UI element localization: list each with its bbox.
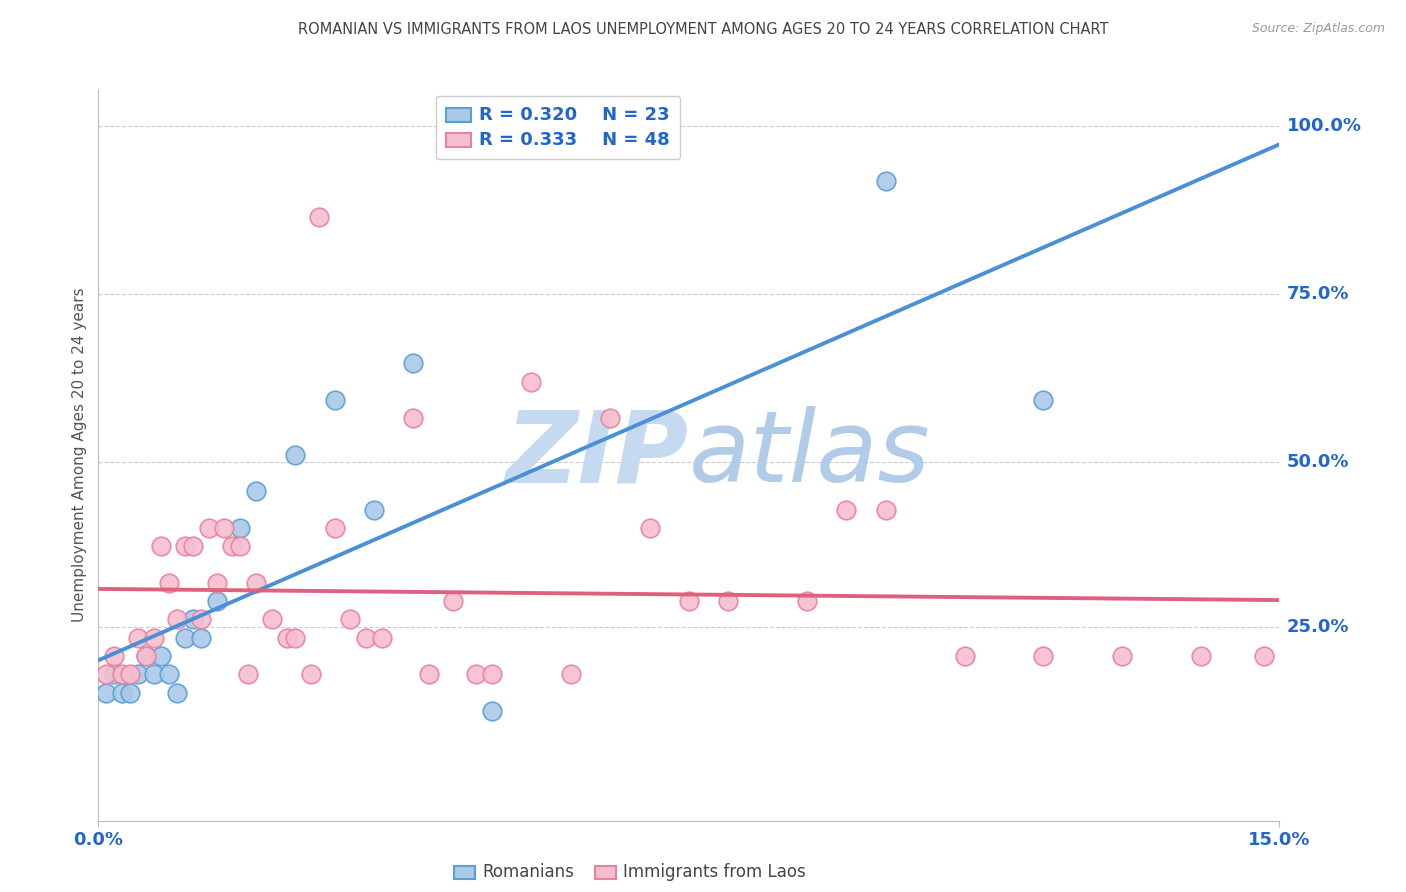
Point <box>678 594 700 608</box>
Point <box>599 411 621 425</box>
Text: Source: ZipAtlas.com: Source: ZipAtlas.com <box>1251 22 1385 36</box>
Point <box>402 356 425 371</box>
Point <box>174 631 197 645</box>
Point <box>229 539 252 553</box>
Point <box>174 539 197 553</box>
Point <box>166 613 188 627</box>
Point <box>190 631 212 645</box>
Point <box>284 448 307 462</box>
Point <box>135 649 157 664</box>
Text: 25.0%: 25.0% <box>1286 618 1348 636</box>
Point <box>150 649 173 664</box>
Point <box>229 521 252 535</box>
Point <box>118 667 141 681</box>
Point <box>214 521 236 535</box>
Text: atlas: atlas <box>689 407 931 503</box>
Point <box>245 576 267 591</box>
Point <box>205 576 228 591</box>
Point <box>339 613 361 627</box>
Text: 100.0%: 100.0% <box>1286 117 1361 135</box>
Point <box>299 667 322 681</box>
Point <box>835 503 858 517</box>
Point <box>197 521 219 535</box>
Point <box>96 667 118 681</box>
Point <box>127 667 149 681</box>
Point <box>245 484 267 499</box>
Point <box>875 503 897 517</box>
Point <box>796 594 818 608</box>
Point <box>465 667 488 681</box>
Point <box>363 503 385 517</box>
Point <box>150 539 173 553</box>
Point <box>418 667 440 681</box>
Point <box>236 667 259 681</box>
Point <box>402 411 425 425</box>
Y-axis label: Unemployment Among Ages 20 to 24 years: Unemployment Among Ages 20 to 24 years <box>72 287 87 623</box>
Point <box>166 685 188 699</box>
Point <box>1032 649 1054 664</box>
Text: 75.0%: 75.0% <box>1286 285 1348 303</box>
Text: 50.0%: 50.0% <box>1286 453 1348 471</box>
Point <box>284 631 307 645</box>
Point <box>560 667 582 681</box>
Point <box>481 704 503 718</box>
Text: ZIP: ZIP <box>506 407 689 503</box>
Point <box>1253 649 1275 664</box>
Point <box>1032 392 1054 407</box>
Point <box>717 594 740 608</box>
Point <box>127 631 149 645</box>
Point <box>638 521 661 535</box>
Point <box>205 594 228 608</box>
Point <box>323 392 346 407</box>
Point <box>441 594 464 608</box>
Point <box>190 613 212 627</box>
Point <box>354 631 377 645</box>
Point <box>1189 649 1212 664</box>
Text: ROMANIAN VS IMMIGRANTS FROM LAOS UNEMPLOYMENT AMONG AGES 20 TO 24 YEARS CORRELAT: ROMANIAN VS IMMIGRANTS FROM LAOS UNEMPLO… <box>298 22 1108 37</box>
Point <box>1111 649 1133 664</box>
Point <box>260 613 283 627</box>
Point <box>520 375 543 389</box>
Legend: Romanians, Immigrants from Laos: Romanians, Immigrants from Laos <box>449 858 811 887</box>
Point <box>135 649 157 664</box>
Point <box>157 667 180 681</box>
Point <box>103 667 125 681</box>
Point <box>308 211 330 225</box>
Point <box>221 539 243 553</box>
Point <box>142 631 165 645</box>
Point <box>371 631 394 645</box>
Point <box>103 649 125 664</box>
Point <box>181 539 204 553</box>
Point <box>142 667 165 681</box>
Point <box>875 173 897 188</box>
Point <box>111 667 134 681</box>
Point <box>111 685 134 699</box>
Point <box>157 576 180 591</box>
Point <box>118 685 141 699</box>
Point <box>953 649 976 664</box>
Point <box>481 667 503 681</box>
Point <box>96 685 118 699</box>
Point <box>323 521 346 535</box>
Point <box>181 613 204 627</box>
Point <box>276 631 298 645</box>
